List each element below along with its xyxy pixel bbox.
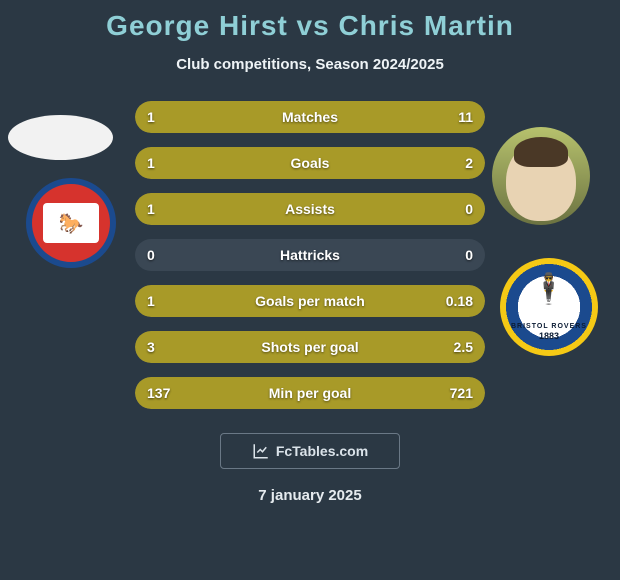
stat-label: Assists: [285, 201, 335, 217]
branding-text: FcTables.com: [276, 443, 368, 459]
stat-value-right: 0.18: [446, 293, 473, 309]
stat-row: 137 721 Min per goal: [135, 377, 485, 409]
crest-text-bottom: 1883: [539, 331, 559, 341]
stat-value-right: 11: [458, 109, 473, 125]
stat-value-left: 1: [147, 201, 155, 217]
page-subtitle: Club competitions, Season 2024/2025: [0, 56, 620, 73]
stat-value-right: 0: [465, 247, 473, 263]
chart-icon: [252, 442, 270, 460]
player-right-avatar: [492, 127, 590, 225]
stat-row: 3 2.5 Shots per goal: [135, 331, 485, 363]
stat-label: Goals: [291, 155, 330, 171]
stats-bars: 111Matches12Goals10Assists00Hattricks10.…: [135, 101, 485, 409]
horse-icon: 🐎: [43, 203, 99, 243]
stat-value-right: 0: [465, 201, 473, 217]
stat-label: Min per goal: [269, 385, 351, 401]
stat-label: Shots per goal: [261, 339, 358, 355]
stat-value-left: 3: [147, 339, 155, 355]
stat-value-left: 137: [147, 385, 170, 401]
stat-value-left: 0: [147, 247, 155, 263]
stat-row: 1 0 Assists: [135, 193, 485, 225]
stat-value-left: 1: [147, 155, 155, 171]
crest-text-top: BRISTOL ROVERS: [511, 323, 587, 330]
player-left-avatar: [8, 115, 113, 160]
crest-left-glyph: 🐎: [59, 211, 84, 236]
stat-label: Goals per match: [255, 293, 365, 309]
stat-row: 1 0.18 Goals per match: [135, 285, 485, 317]
stat-row: 0 0 Hattricks: [135, 239, 485, 271]
stat-value-left: 1: [147, 293, 155, 309]
club-crest-left: 🐎: [26, 178, 116, 268]
stat-bar-right: [251, 147, 486, 179]
club-crest-right: 🕴️ BRISTOL ROVERS 1883: [500, 258, 598, 356]
page-title: George Hirst vs Chris Martin: [0, 0, 620, 42]
stat-row: 1 2 Goals: [135, 147, 485, 179]
stat-value-right: 2.5: [454, 339, 473, 355]
stat-value-right: 721: [450, 385, 473, 401]
branding-box[interactable]: FcTables.com: [220, 433, 400, 469]
stat-value-left: 1: [147, 109, 155, 125]
stat-value-right: 2: [465, 155, 473, 171]
stat-label: Hattricks: [280, 247, 340, 263]
stat-label: Matches: [282, 109, 338, 125]
pirate-silhouette-icon: 🕴️: [530, 272, 567, 307]
stat-row: 111Matches: [135, 101, 485, 133]
date-text: 7 january 2025: [0, 487, 620, 504]
